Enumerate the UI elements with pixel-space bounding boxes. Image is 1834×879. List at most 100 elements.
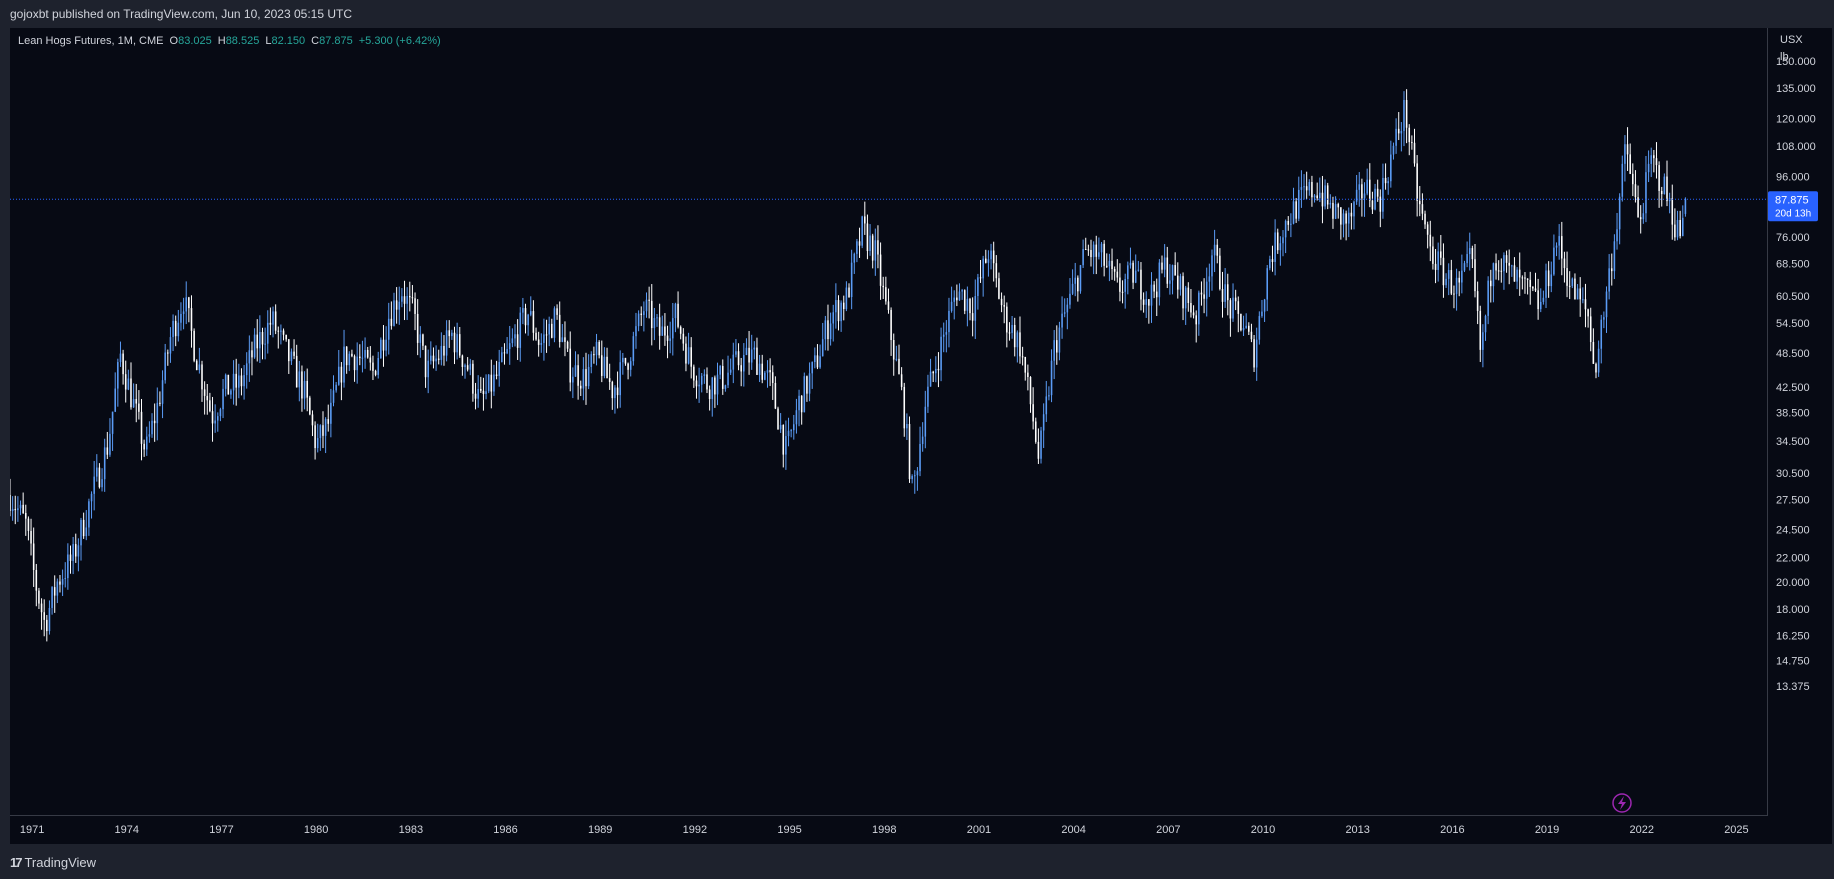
candle-body [1284, 220, 1287, 238]
candle-body [803, 376, 806, 413]
candle-body [1387, 181, 1389, 184]
candle-body [277, 330, 280, 332]
candle-body [387, 318, 390, 340]
candle-body [1584, 299, 1587, 310]
candle-body [64, 578, 67, 580]
candle-body [561, 337, 564, 342]
candle-body [622, 357, 624, 363]
last-price-countdown: 20d 13h [1775, 208, 1811, 219]
candle-body [1434, 263, 1437, 270]
candle-body [282, 330, 285, 335]
candle-body [1489, 280, 1492, 287]
candle-body [1032, 404, 1034, 422]
candle-body [732, 354, 735, 370]
candle-body [1148, 299, 1150, 306]
candle-body [453, 332, 456, 353]
candle-body [724, 385, 727, 389]
candle-body [522, 308, 524, 313]
candle-body [814, 355, 816, 363]
candle-body [766, 370, 769, 373]
candle-body [1098, 252, 1100, 257]
tradingview-logo[interactable]: 17 TradingView [10, 855, 96, 870]
candle-body [406, 296, 408, 304]
candle-body [1418, 200, 1421, 205]
plot-area[interactable]: Lean Hogs Futures, 1M, CME O83.025 H88.525… [10, 28, 1768, 816]
candle-body [685, 343, 687, 364]
candle-body [1171, 265, 1174, 281]
candle-body [337, 366, 340, 385]
candle-body [587, 366, 590, 387]
candle-body [1355, 189, 1358, 202]
candle-body [1019, 332, 1021, 357]
candle-body [466, 365, 469, 370]
time-tick-label: 1989 [588, 824, 612, 836]
price-tick-label: 42.500 [1776, 382, 1810, 394]
candle-body [1679, 220, 1681, 237]
candle-body [382, 339, 385, 351]
price-axis-svg[interactable]: 150.000 135.000 120.000 108.000 96.000 76.000… [1768, 28, 1832, 816]
candle-body [956, 297, 958, 301]
candle-body [458, 334, 461, 356]
candle-body [185, 297, 188, 312]
footer-bar: 17 TradingView [0, 844, 1834, 879]
candle-body [1166, 257, 1169, 284]
candle-body [238, 375, 240, 388]
candle-body [1295, 201, 1297, 219]
candle-body [658, 317, 661, 336]
candle-body [627, 363, 629, 370]
legend-low-label: L [265, 35, 272, 47]
candle-body [1179, 276, 1182, 290]
time-axis-svg[interactable]: 1971 1974 1977 1980 1983 1986 1989 1992 1995 1998… [10, 816, 1834, 844]
candle-body [1077, 277, 1079, 292]
candle-body [953, 297, 956, 302]
candle-body [1084, 249, 1087, 251]
candle-body [456, 334, 458, 353]
candle-body [24, 513, 27, 519]
candle-body [877, 240, 879, 255]
candles-svg[interactable] [10, 28, 1768, 816]
candle-body [1182, 276, 1184, 309]
candle-body [1016, 332, 1019, 348]
candle-body [845, 287, 848, 310]
candle-body [1400, 130, 1403, 134]
price-tick-label: 24.500 [1776, 524, 1810, 536]
candle-body [161, 380, 164, 404]
candle-body [148, 434, 151, 437]
time-scale[interactable]: 1971 1974 1977 1980 1983 1986 1989 1992 1995 1998… [10, 816, 1834, 844]
candle-body [1021, 356, 1024, 358]
candle-body [840, 302, 842, 322]
last-price-value: 87.875 [1775, 194, 1809, 206]
candle-body [1287, 220, 1290, 225]
candle-body [850, 262, 853, 298]
candle-body [422, 334, 424, 346]
candle-body [1311, 182, 1313, 198]
candle-body [1539, 301, 1542, 310]
candle-body [117, 362, 119, 389]
candle-body [535, 332, 537, 340]
chart-frame[interactable]: Lean Hogs Futures, 1M, CME O83.025 H88.525… [10, 28, 1834, 844]
candle-body [745, 347, 748, 356]
candle-body [240, 375, 243, 387]
candle-body [756, 347, 758, 375]
candle-body [540, 342, 543, 345]
candle-body [714, 377, 716, 395]
candle-body [1684, 199, 1687, 214]
lightning-bolt-icon[interactable] [1612, 793, 1632, 813]
candle-body [1261, 311, 1263, 317]
candle-body [293, 351, 295, 356]
candle-body [35, 569, 38, 591]
candle-body [940, 336, 942, 371]
last-price-label[interactable]: 87.875 20d 13h [1768, 191, 1818, 222]
candle-body [348, 353, 351, 366]
candle-body [414, 298, 416, 314]
candle-body [640, 313, 643, 316]
candle-body [871, 235, 874, 261]
candle-body [285, 334, 287, 340]
candle-body [611, 381, 614, 399]
candle-body [1382, 177, 1384, 212]
candle-body [1042, 414, 1045, 431]
legend-close-value: 87.875 [319, 35, 353, 47]
candle-body [1437, 251, 1439, 270]
price-scale[interactable]: USX lb 150.000 135.000 120.000 108.000 96.00… [1768, 28, 1832, 844]
candle-body [1605, 291, 1608, 318]
